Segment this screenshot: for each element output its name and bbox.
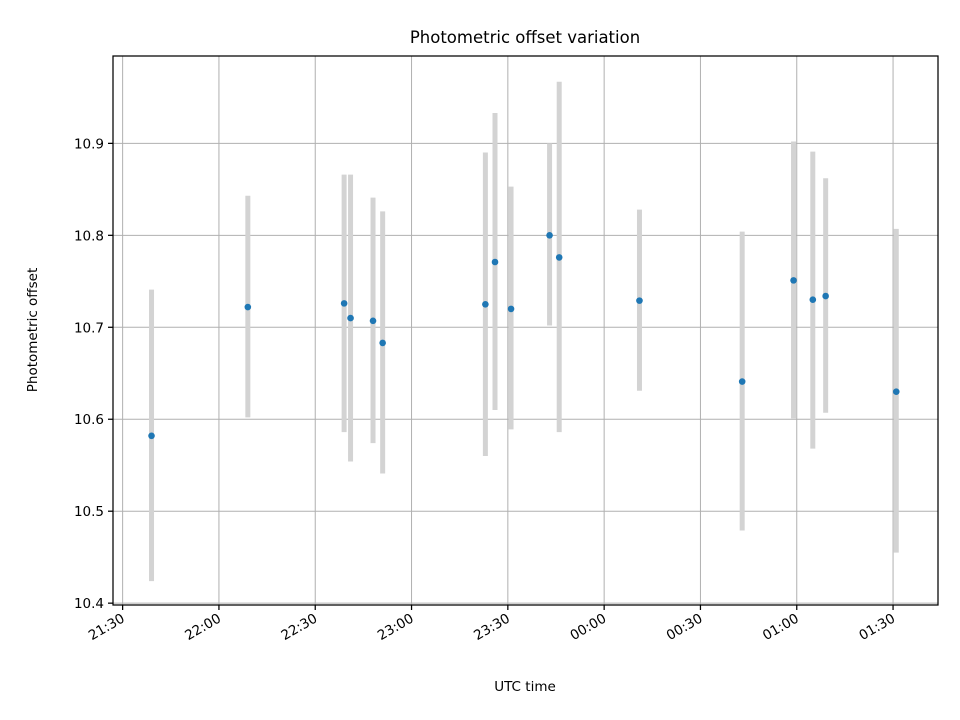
y-tick-label: 10.6	[74, 412, 104, 428]
y-tick-label: 10.5	[74, 504, 104, 520]
data-point	[790, 277, 797, 284]
y-tick-label: 10.7	[74, 320, 104, 336]
y-tick-label: 10.9	[74, 136, 104, 152]
y-tick-label: 10.8	[74, 228, 104, 244]
y-axis-ticks: 10.4 10.5 10.6 10.7 10.8 10.9	[74, 136, 113, 612]
data-point	[369, 317, 377, 325]
data-point	[809, 296, 817, 303]
data-point	[148, 432, 155, 440]
y-axis-label: Photometric offset	[25, 268, 41, 392]
data-point	[546, 232, 553, 239]
chart-title: Photometric offset variation	[410, 28, 640, 47]
y-tick-label: 10.4	[74, 596, 104, 612]
data-point	[244, 303, 252, 311]
data-point	[555, 254, 563, 261]
data-points	[148, 232, 900, 440]
data-point	[379, 339, 386, 347]
data-point	[482, 300, 489, 308]
data-point	[636, 297, 643, 304]
data-point	[892, 388, 900, 395]
data-point	[738, 378, 746, 385]
x-axis-label: UTC time	[494, 679, 556, 695]
data-point	[347, 314, 354, 322]
data-point	[822, 292, 829, 300]
plot-frame	[112, 55, 939, 606]
data-point	[491, 258, 499, 266]
grid	[113, 56, 938, 605]
data-point	[507, 305, 515, 313]
data-point	[340, 300, 348, 307]
